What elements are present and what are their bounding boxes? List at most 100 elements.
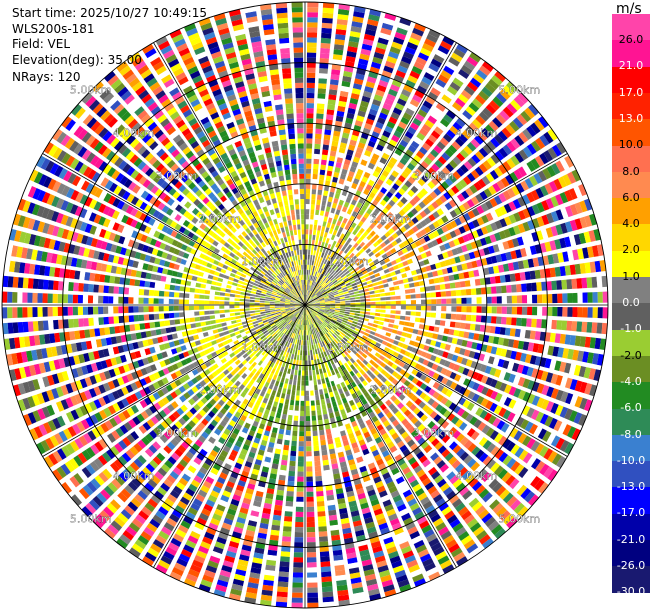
velocity-gate: [346, 552, 357, 560]
velocity-gate: [428, 325, 435, 332]
velocity-gate: [364, 453, 372, 461]
velocity-gate: [335, 299, 341, 302]
velocity-gate: [597, 291, 603, 303]
velocity-gate: [352, 341, 358, 346]
velocity-gate: [296, 491, 304, 497]
velocity-gate: [321, 32, 332, 39]
velocity-gate: [421, 299, 427, 305]
velocity-gate: [419, 80, 430, 90]
velocity-gate: [381, 264, 388, 270]
velocity-gate: [262, 507, 271, 515]
velocity-gate: [116, 538, 128, 549]
velocity-gate: [315, 369, 320, 375]
velocity-gate: [298, 329, 301, 335]
velocity-gate: [342, 319, 348, 324]
velocity-gate: [530, 476, 541, 488]
velocity-gate: [289, 358, 293, 365]
velocity-gate: [295, 312, 299, 317]
velocity-gate: [322, 292, 328, 296]
velocity-gate: [365, 305, 371, 308]
velocity-gate: [385, 273, 392, 278]
velocity-gate: [458, 204, 467, 213]
velocity-gate: [346, 366, 352, 373]
velocity-gate: [318, 531, 328, 537]
velocity-gate: [503, 203, 512, 213]
velocity-gate: [531, 458, 541, 470]
velocity-gate: [302, 309, 304, 315]
velocity-gate: [302, 350, 305, 356]
velocity-gate: [434, 441, 444, 451]
velocity-gate: [452, 196, 461, 205]
velocity-gate: [219, 420, 228, 428]
velocity-gate: [266, 354, 272, 360]
velocity-gate: [307, 567, 317, 573]
velocity-gate: [387, 243, 394, 250]
velocity-gate: [141, 506, 152, 517]
velocity-gate: [506, 495, 518, 507]
velocity-gate: [502, 161, 512, 172]
velocity-gate: [225, 513, 235, 521]
velocity-gate: [478, 437, 488, 447]
velocity-gate: [193, 457, 202, 466]
velocity-gate: [564, 334, 571, 345]
velocity-gate: [368, 343, 375, 349]
velocity-gate: [453, 551, 466, 562]
velocity-gate: [152, 514, 163, 525]
velocity-gate: [147, 547, 160, 558]
velocity-gate: [131, 518, 143, 529]
velocity-gate: [468, 251, 476, 260]
velocity-gate: [350, 302, 356, 305]
velocity-gate: [305, 188, 311, 194]
velocity-gate: [448, 543, 460, 554]
velocity-gate: [518, 149, 529, 161]
velocity-gate: [361, 427, 369, 434]
velocity-gate: [357, 283, 363, 288]
velocity-gate: [282, 351, 287, 357]
velocity-gate: [374, 332, 381, 338]
velocity-gate: [464, 323, 471, 330]
velocity-gate: [313, 344, 317, 350]
velocity-gate: [307, 587, 318, 593]
velocity-gate: [321, 269, 325, 275]
velocity-gate: [423, 395, 431, 403]
velocity-gate: [320, 205, 326, 211]
velocity-gate: [340, 173, 347, 180]
velocity-gate: [338, 3, 350, 11]
velocity-gate: [368, 14, 380, 22]
velocity-gate: [474, 324, 481, 332]
velocity-gate: [305, 234, 309, 240]
velocity-gate: [458, 215, 467, 224]
velocity-gate: [190, 502, 201, 512]
velocity-gate: [548, 180, 558, 193]
velocity-gate: [207, 423, 215, 431]
velocity-gate: [369, 244, 376, 251]
velocity-gate: [200, 485, 210, 494]
velocity-gate: [310, 209, 315, 215]
velocity-gate: [366, 258, 373, 264]
velocity-gate: [384, 60, 396, 69]
velocity-gate: [326, 272, 331, 278]
velocity-gate: [416, 254, 423, 261]
velocity-gate: [411, 535, 423, 545]
velocity-gate: [341, 413, 348, 420]
velocity-gate: [457, 236, 465, 245]
velocity-gate: [253, 404, 259, 411]
velocity-gate: [317, 348, 321, 354]
velocity-gate: [215, 584, 227, 593]
velocity-gate: [459, 451, 469, 461]
velocity-gate: [569, 335, 576, 346]
velocity-gate: [503, 228, 511, 238]
velocity-gate: [196, 517, 207, 526]
velocity-gate: [441, 181, 450, 190]
velocity-gate: [450, 547, 463, 558]
velocity-gate: [422, 142, 431, 151]
velocity-gate: [278, 428, 285, 435]
velocity-gate: [332, 333, 337, 339]
velocity-gate: [328, 249, 333, 256]
velocity-gate: [439, 358, 446, 366]
velocity-gate: [451, 265, 458, 273]
velocity-gate: [242, 380, 248, 387]
velocity-gate: [320, 399, 326, 405]
velocity-gate: [398, 480, 408, 489]
velocity-gate: [305, 284, 307, 290]
